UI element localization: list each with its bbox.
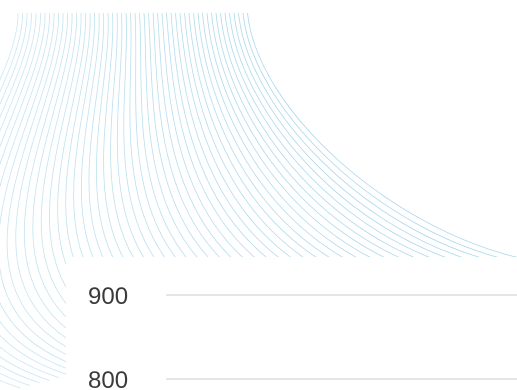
wave-line: [247, 12, 517, 258]
wave-line: [242, 12, 511, 261]
wave-line: [229, 12, 481, 269]
wave-line: [179, 12, 374, 297]
y-tick-label: 900: [88, 283, 128, 310]
wave-line: [6, 12, 109, 366]
wave-line: [15, 12, 119, 363]
wave-line: [23, 12, 128, 361]
wave-line: [238, 12, 501, 264]
wave-line: [0, 12, 70, 376]
wave-line: [188, 12, 393, 292]
chart-plot: 900 800: [88, 283, 517, 390]
wave-line: [0, 12, 89, 371]
wave-line: [224, 12, 472, 272]
y-tick-label: 800: [88, 367, 128, 390]
wave-line: [0, 12, 79, 374]
wave-line: [175, 12, 364, 300]
wave-line: [0, 12, 50, 381]
wave-line: [220, 12, 462, 274]
wave-line: [215, 12, 452, 277]
wave-line: [233, 12, 491, 267]
chart-panel: 900 800: [66, 257, 517, 390]
wave-line: [0, 12, 60, 379]
wave-line: [0, 12, 40, 384]
wave-line: [197, 12, 413, 287]
wave-line: [0, 12, 30, 386]
wave-line: [0, 12, 21, 389]
wave-line: [202, 12, 423, 284]
wave-line: [206, 12, 432, 282]
wave-line: [0, 12, 99, 368]
